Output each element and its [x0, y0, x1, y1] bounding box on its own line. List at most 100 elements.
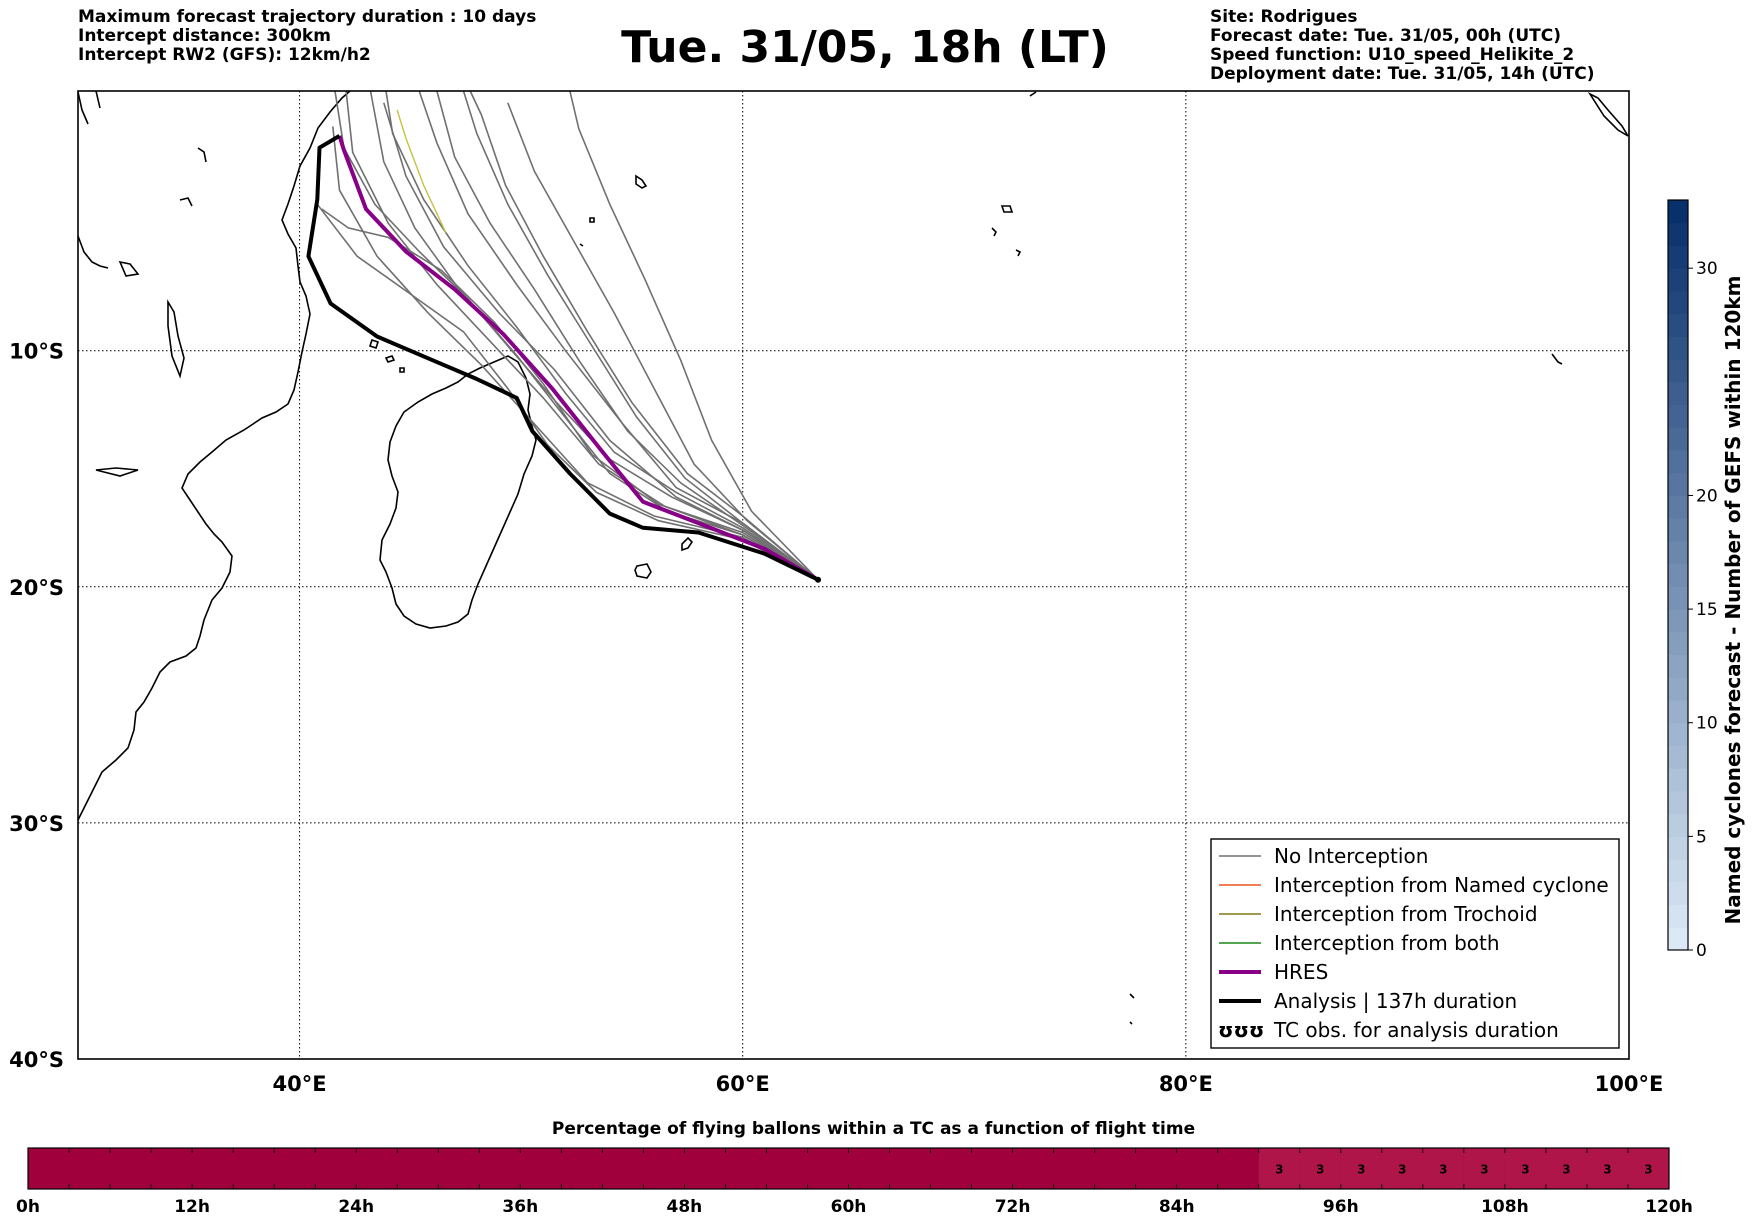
colorbar-segment — [1668, 381, 1688, 406]
ensemble-trajectory — [345, 90, 819, 581]
colorbar-segment — [1668, 563, 1688, 587]
colorbar-tick-label: 15 — [1696, 600, 1718, 620]
analysis-line — [306, 134, 819, 582]
colorbar-segment — [1668, 813, 1688, 837]
hres-line — [337, 135, 820, 582]
legend-label: Interception from Named cyclone — [1274, 873, 1609, 897]
far-east-islands — [1029, 91, 1629, 1025]
lon-tick-label: 40°E — [273, 1072, 327, 1096]
colorbar-segment — [1668, 745, 1688, 769]
timeline-cell — [1504, 1148, 1546, 1189]
colorbar-tick-label: 10 — [1696, 714, 1718, 734]
legend-label: Interception from both — [1274, 931, 1500, 955]
colorbar-segment — [1668, 359, 1688, 383]
colorbar-segment — [1668, 677, 1688, 701]
ensemble-trajectory — [418, 90, 819, 581]
colorbar-segment — [1668, 427, 1688, 451]
colorbar-segment — [1668, 540, 1688, 565]
colorbar-tick-label: 20 — [1696, 486, 1718, 506]
max-duration-text: Maximum forecast trajectory duration : 1… — [78, 7, 537, 27]
colorbar-segment — [1668, 313, 1688, 337]
colorbar-segment — [1668, 768, 1688, 792]
ensemble-trajectory — [507, 102, 819, 581]
timeline-cell-label: 3 — [1275, 1163, 1283, 1177]
colorbar-segment — [1668, 904, 1688, 928]
timeline-tick-label: 72h — [995, 1197, 1031, 1217]
colorbar-segment — [1668, 268, 1688, 292]
legend-label: No Interception — [1274, 844, 1428, 868]
timeline-tick-label: 120h — [1645, 1197, 1693, 1217]
seychelles-islands — [579, 174, 1022, 257]
timeline-tick-label: 96h — [1323, 1197, 1359, 1217]
colorbar-frame — [1667, 199, 1689, 951]
intercept-distance-text: Intercept distance: 300km — [78, 26, 331, 46]
header-left: Maximum forecast trajectory duration : 1… — [78, 8, 536, 65]
speed-function-text: Speed function: U10_speed_Helikite_2 — [1210, 45, 1575, 65]
analysis-trajectory — [306, 134, 822, 583]
timeline-cell-label: 3 — [1316, 1163, 1324, 1177]
coastlines — [77, 90, 1629, 1025]
timeline-tick-label: 84h — [1159, 1197, 1195, 1217]
timeline-cell — [1627, 1148, 1669, 1189]
colorbar-segment — [1668, 518, 1688, 542]
colorbar-tick-label: 5 — [1696, 827, 1707, 847]
map-axis-labels: 40°E 60°E 80°E 100°E 10°S 20°S 30°S 40°S — [9, 340, 1663, 1096]
ensemble-trajectory — [436, 90, 819, 581]
lat-tick-label: 10°S — [9, 340, 64, 364]
timeline-cell — [1463, 1148, 1505, 1189]
ensemble-trajectory — [462, 90, 819, 581]
legend-label: Analysis | 137h duration — [1274, 989, 1517, 1013]
red-sea-coastline — [77, 90, 109, 269]
colorbar-segment — [1668, 609, 1688, 633]
colorbar-segment — [1668, 586, 1688, 610]
deployment-date-text: Deployment date: Tue. 31/05, 14h (UTC) — [1210, 64, 1595, 84]
colorbar-segment — [1668, 927, 1688, 951]
timeline-cell-label: 3 — [1439, 1163, 1447, 1177]
colorbar-segment — [1668, 404, 1688, 428]
timeline-cell-label: 3 — [1644, 1163, 1652, 1177]
timeline-cell — [1586, 1148, 1628, 1189]
flight-time-timeline: Percentage of flying ballons within a TC… — [16, 1119, 1693, 1217]
timeline-tick-label: 60h — [831, 1197, 867, 1217]
hres-trajectory — [337, 135, 820, 582]
mascarene-islands — [634, 536, 694, 579]
colorbar-segment — [1668, 700, 1688, 724]
timeline-cell-label: 3 — [1357, 1163, 1365, 1177]
header-right: Site: Rodrigues Forecast date: Tue. 31/0… — [1210, 8, 1595, 84]
lon-tick-label: 100°E — [1595, 1072, 1664, 1096]
comoros-islands — [368, 338, 405, 373]
timeline-tick-label: 48h — [667, 1197, 703, 1217]
legend-box — [1210, 838, 1620, 1049]
legend-label: HRES — [1274, 960, 1328, 984]
legend-label: TC obs. for analysis duration — [1273, 1018, 1559, 1042]
colorbar-segment — [1668, 222, 1688, 246]
trochoid-trajectory — [396, 109, 447, 233]
timeline-cell-label: 3 — [1521, 1163, 1529, 1177]
colorbar-segment — [1668, 722, 1688, 746]
gefs-trajectories — [316, 90, 819, 581]
lat-tick-label: 30°S — [9, 812, 64, 836]
timeline-cell-label: 3 — [1480, 1163, 1488, 1177]
colorbar-tick-label: 30 — [1696, 259, 1718, 279]
timeline-frame — [27, 1147, 1670, 1190]
lat-tick-label: 40°S — [9, 1048, 64, 1072]
legend: No Interception Interception from Named c… — [1210, 838, 1620, 1049]
colorbar-tick-label: 0 — [1696, 941, 1707, 961]
intercept-rw2-text: Intercept RW2 (GFS): 12km/h2 — [78, 45, 371, 65]
page-title: Tue. 31/05, 18h (LT) — [621, 22, 1109, 73]
colorbar-segment — [1668, 631, 1688, 656]
timeline-tick-label: 12h — [174, 1197, 210, 1217]
timeline-cell — [1422, 1148, 1464, 1189]
timeline-cell — [1545, 1148, 1587, 1189]
timeline-cell-label: 3 — [1603, 1163, 1611, 1177]
timeline-title: Percentage of flying ballons within a TC… — [552, 1119, 1195, 1139]
timeline-cell-label: 3 — [1398, 1163, 1406, 1177]
timeline-cell-label: 3 — [1562, 1163, 1570, 1177]
timeline-tick-label: 108h — [1481, 1197, 1529, 1217]
madagascar-coastline — [379, 355, 537, 629]
map-frame — [77, 90, 1630, 1060]
east-africa-islands — [95, 147, 207, 477]
timeline-cell — [1258, 1148, 1300, 1189]
lat-tick-label: 20°S — [9, 576, 64, 600]
